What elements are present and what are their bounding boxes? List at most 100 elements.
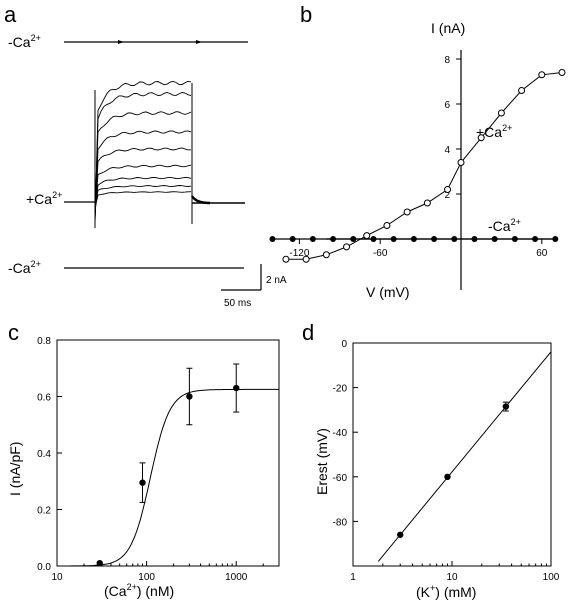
panel-b-label: b [300, 2, 312, 27]
y-tick-label: 0 [341, 339, 347, 350]
data-point-plus [383, 222, 391, 229]
x-axis-label: V (mV) [366, 284, 410, 300]
x-tick-label: 1 [350, 572, 356, 583]
data-point-plus [497, 109, 505, 117]
y-tick-label: -40 [333, 428, 348, 439]
data-point [444, 473, 451, 480]
data-point-minus [451, 236, 458, 242]
panel-c-label: c [8, 320, 19, 345]
y-tick-label: 6 [444, 100, 450, 111]
data-point [397, 531, 404, 538]
panel-d: d Erest (mV) (K+) (mM) 0 -20 -40 -60 -80 1 10 1… [302, 320, 560, 600]
data-point-minus [370, 236, 377, 242]
series-label-minus: -Ca2+ [488, 217, 521, 234]
data-point-plus [302, 255, 310, 263]
data-point-minus [390, 236, 397, 242]
hill-fit-curve [57, 388, 279, 567]
data-point-minus [309, 236, 316, 242]
x-tick-label: 10 [446, 572, 458, 583]
trace-top-mark [118, 40, 124, 44]
y-axis-label: Erest (mV) [314, 428, 330, 495]
x-tick-label: -60 [373, 248, 388, 259]
iv-plot: 2 4 6 8 -120 -60 60 [269, 50, 566, 290]
data-point-plus [403, 208, 411, 216]
data-point-plus [558, 69, 566, 76]
y-tick-label: -60 [333, 473, 348, 484]
data-point-minus [491, 236, 498, 242]
y-axis-label: I (nA) [431, 20, 465, 36]
x-tick-label: 100 [138, 572, 155, 583]
trace-label-bottom: -Ca2+ [8, 259, 41, 276]
trace-top-mark [196, 40, 202, 44]
data-point-minus [269, 236, 276, 242]
data-point-plus [457, 159, 465, 166]
data-point-minus [471, 236, 478, 242]
data-point-plus [477, 134, 485, 142]
data-point-plus [363, 232, 371, 240]
series-line-plus [285, 72, 563, 260]
data-point [502, 403, 510, 410]
y-tick-label: 0.6 [37, 393, 51, 404]
x-axis-label: (K+) (mM) [416, 583, 476, 600]
data-point-minus [330, 236, 337, 242]
data-point-plus [282, 255, 290, 263]
data-point-minus [289, 236, 296, 242]
current-trace [94, 185, 192, 211]
current-trace [94, 176, 192, 213]
data-point-minus [552, 236, 559, 242]
scale-label-time: 50 ms [224, 298, 251, 309]
y-tick-label: 2 [444, 190, 450, 201]
x-tick-label: -120 [289, 248, 309, 259]
data-point-minus [532, 236, 539, 242]
current-trace [94, 164, 192, 215]
data-point-minus [511, 236, 518, 242]
y-tick-label: 8 [444, 55, 450, 66]
y-tick-label: 0.0 [37, 562, 51, 573]
current-trace [94, 130, 192, 219]
x-tick-label: 60 [536, 248, 548, 259]
current-trace [94, 111, 192, 221]
y-axis-label: I (nA/pF) [7, 442, 23, 496]
data-point-minus [410, 236, 417, 242]
data-point [96, 559, 103, 567]
panel-a: a -Ca2+ +Ca2+ -Ca2+ 2 nA 50 ms [4, 2, 287, 309]
y-tick-label: 4 [444, 145, 450, 156]
data-point-minus [350, 236, 357, 242]
data-point-plus [538, 71, 546, 79]
trace-label-top: -Ca2+ [8, 33, 41, 50]
current-traces [64, 80, 245, 228]
y-tick-label: 0.4 [37, 449, 51, 460]
x-tick-label: 10 [51, 572, 63, 583]
data-point-minus [431, 236, 438, 242]
data-point-plus [518, 87, 526, 94]
data-point-plus [444, 186, 452, 193]
dose-response-plot: 0.0 0.2 0.4 0.6 0.8 10 100 1000 [37, 336, 280, 583]
data-point [186, 393, 193, 400]
current-trace [94, 191, 192, 209]
y-tick-label: 0.2 [37, 506, 51, 517]
data-point [139, 479, 146, 486]
plot-frame [352, 342, 552, 567]
panel-a-label: a [4, 2, 17, 27]
panel-d-label: d [302, 320, 314, 345]
panel-c: c I (nA/pF) (Ca2+) (nM) 0.0 0.2 0.4 0.6 0.8 1… [7, 320, 280, 599]
current-trace [94, 80, 192, 225]
current-trace [94, 147, 192, 217]
nernst-fit-line [377, 351, 552, 562]
x-tick-label: 100 [543, 572, 560, 583]
data-point [233, 384, 240, 392]
current-trace [94, 92, 192, 223]
tail-transient [190, 195, 211, 205]
x-axis-label: (Ca2+) (nM) [104, 582, 174, 599]
trace-label-mid: +Ca2+ [26, 190, 62, 207]
data-point-plus [423, 199, 431, 207]
y-tick-label: -20 [333, 384, 348, 395]
x-tick-label: 1000 [225, 572, 248, 583]
erest-plot: 0 -20 -40 -60 -80 1 10 100 [333, 339, 560, 583]
scale-label-current: 2 nA [266, 275, 287, 286]
data-point-plus [322, 251, 330, 259]
data-point-plus [343, 243, 351, 251]
y-tick-label: 0.8 [37, 336, 51, 347]
